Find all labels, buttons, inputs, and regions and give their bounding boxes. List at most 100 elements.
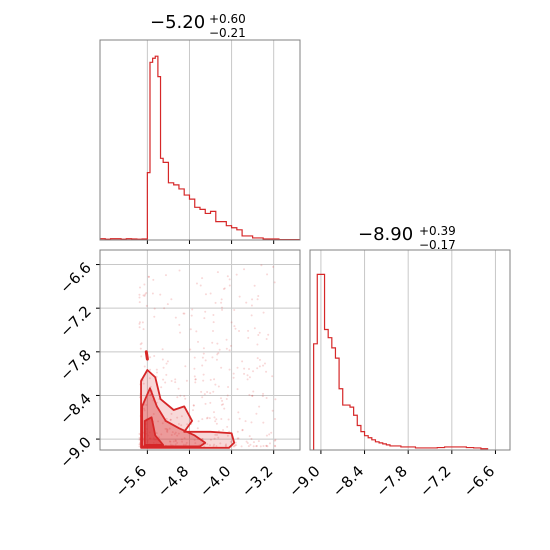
scatter-point [202,347,205,350]
scatter-point [162,378,165,381]
scatter-point [248,435,251,438]
scatter-point [220,366,223,369]
scatter-point [212,321,215,324]
scatter-point [178,323,181,326]
scatter-point [247,329,250,332]
scatter-point [184,365,187,368]
scatter-point [206,416,209,419]
scatter-point [238,295,241,298]
scatter-point [194,381,197,384]
scatter-point [173,432,176,435]
scatter-point [160,433,163,436]
scatter-point [214,420,217,423]
scatter-point [138,301,141,304]
tick-label-y: −9.0 [56,433,94,471]
scatter-point [177,432,180,435]
scatter-point [138,436,141,439]
scatter-point [245,440,248,443]
scatter-point [170,433,173,436]
tick-label-x: −8.4 [329,462,367,500]
scatter-point [195,330,198,333]
title-plus: +0.39 [419,224,456,238]
scatter-point [161,348,164,351]
scatter-point [142,294,145,297]
scatter-point [244,420,247,423]
scatter-point [250,437,253,440]
scatter-point [203,317,206,320]
scatter-point [201,277,204,280]
scatter-point [140,355,143,358]
scatter-point [222,403,225,406]
scatter-point [265,444,268,447]
scatter-point [271,409,274,412]
scatter-point [189,328,192,331]
scatter-point [202,379,205,382]
scatter-point [138,438,141,441]
scatter-point [144,293,147,296]
scatter-point [149,368,152,371]
scatter-point [227,386,230,389]
scatter-point [215,445,218,448]
scatter-point [262,392,265,395]
scatter-point [193,375,196,378]
scatter-point [205,417,208,420]
scatter-point [209,378,212,381]
scatter-point [170,298,173,301]
scatter-point [224,444,227,447]
scatter-point [217,352,220,355]
scatter-point [241,429,244,432]
scatter-point [153,307,156,310]
scatter-point [192,404,195,407]
scatter-point [209,438,212,441]
scatter-point [170,412,173,415]
scatter-point [191,409,194,412]
scatter-point [139,347,142,350]
scatter-point [176,396,179,399]
scatter-point [153,355,156,358]
scatter-point [208,444,211,447]
scatter-point [258,331,261,334]
scatter-point [202,352,205,355]
scatter-point [225,347,228,350]
scatter-point [220,306,223,309]
axis-frame [99,39,301,241]
scatter-point [190,314,193,317]
tick-label-y: −8.4 [56,390,94,428]
scatter-point [252,445,255,448]
scatter-point [240,445,243,448]
scatter-point [212,445,215,448]
scatter-point [233,308,236,311]
scatter-point [257,294,260,297]
scatter-point [229,344,232,347]
scatter-point [213,437,216,440]
scatter-point [221,308,224,311]
scatter-point [236,366,239,369]
scatter-point [163,307,166,310]
scatter-point [186,423,189,426]
scatter-point [273,418,276,421]
scatter-point [177,422,180,425]
scatter-point [272,265,275,268]
tick-label-x: −7.8 [373,462,411,500]
scatter-point [182,443,185,446]
scatter-point [217,436,220,439]
scatter-point [245,301,248,304]
scatter-point [213,378,216,381]
scatter-point [232,445,235,448]
scatter-point [226,434,229,437]
tick-label-x: −6.6 [460,462,498,500]
scatter-point [174,316,177,319]
scatter-point [225,443,228,446]
scatter-point [179,331,182,334]
scatter-point [255,412,258,415]
scatter-point [251,394,254,397]
scatter-point [237,411,240,414]
scatter-point [265,445,268,448]
scatter-point [252,370,255,373]
scatter-point [152,412,155,415]
scatter-point [250,304,253,307]
scatter-point [182,312,185,315]
scatter-point [212,330,215,333]
scatter-point [168,427,171,430]
scatter-point [215,418,218,421]
